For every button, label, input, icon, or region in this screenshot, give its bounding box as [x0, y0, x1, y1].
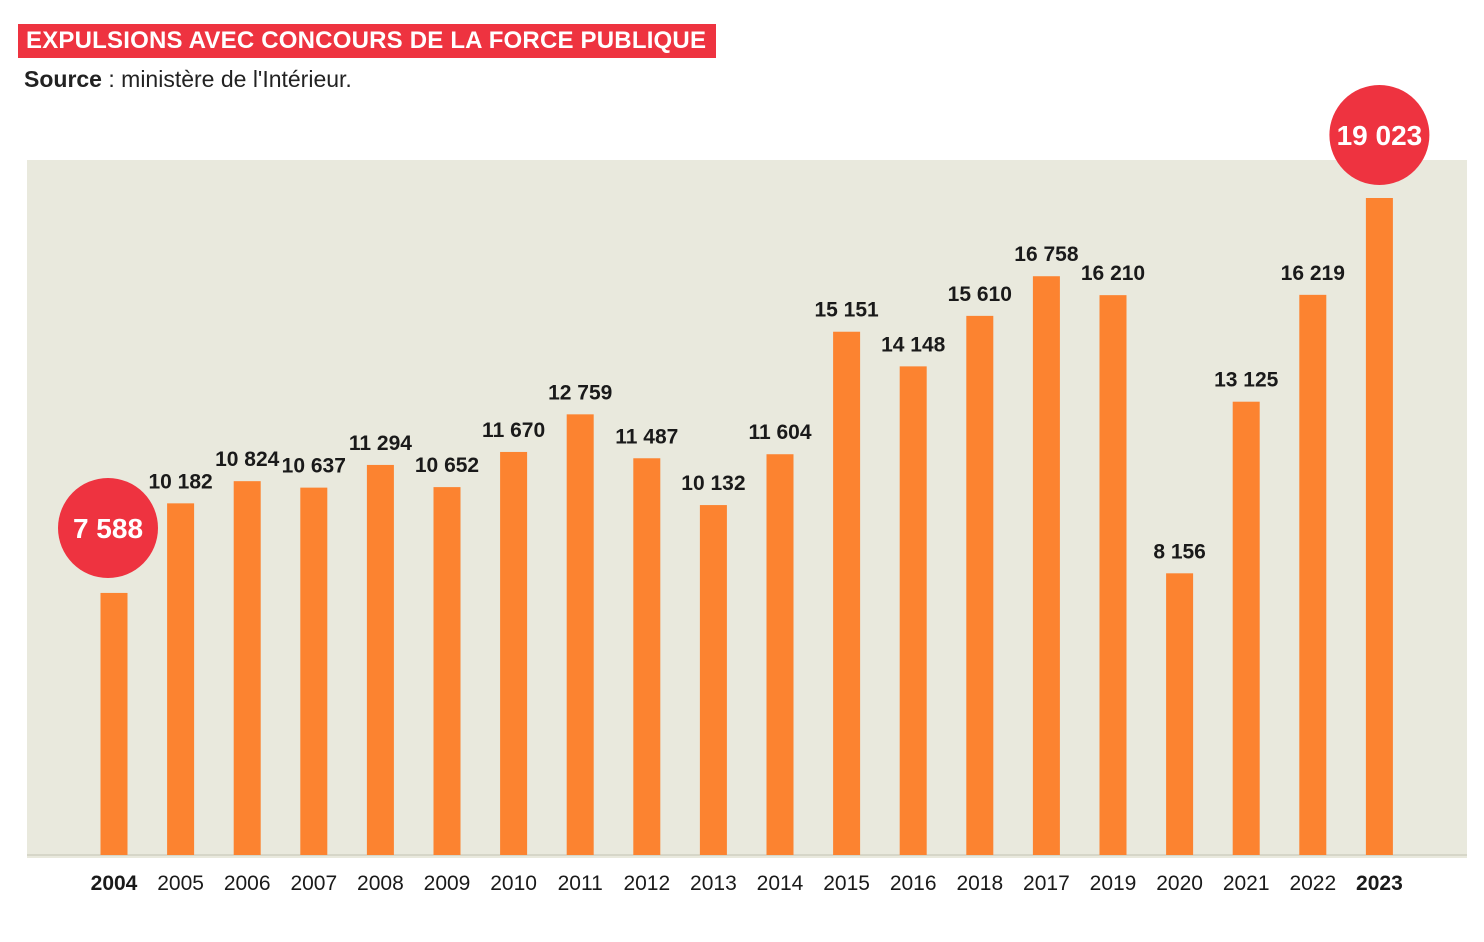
value-label-2021: 13 125 — [1214, 369, 1279, 392]
bar-2022 — [1299, 294, 1327, 855]
source-line: Source : ministère de l'Intérieur. — [24, 66, 352, 93]
x-tick-label-2017: 2017 — [1023, 872, 1070, 895]
value-label-2015: 15 151 — [814, 299, 879, 322]
value-label-2018: 15 610 — [948, 283, 1012, 306]
bar-2010 — [500, 451, 528, 855]
bar-2011 — [566, 414, 594, 855]
value-label-2004: 7 588 — [73, 513, 143, 544]
x-tick-label-2004: 2004 — [91, 872, 138, 895]
x-tick-label-2015: 2015 — [823, 872, 870, 895]
bar-2007 — [300, 487, 328, 855]
value-label-2013: 10 132 — [681, 472, 745, 495]
value-label-2012: 11 487 — [615, 425, 678, 448]
plot-background — [27, 160, 1467, 858]
bar-2004 — [100, 592, 128, 855]
x-tick-label-2018: 2018 — [956, 872, 1003, 895]
bar-2009 — [433, 487, 461, 855]
value-label-2023: 19 023 — [1337, 120, 1423, 151]
highlight-circle-2023 — [1329, 85, 1430, 185]
bar-2005 — [167, 503, 195, 855]
highlight-circle-2004 — [58, 478, 158, 578]
x-tick-label-2019: 2019 — [1090, 872, 1137, 895]
x-tick-label-2006: 2006 — [224, 872, 271, 895]
bar-2021 — [1232, 401, 1260, 855]
value-label-2022: 16 219 — [1281, 262, 1345, 285]
x-tick-label-2022: 2022 — [1289, 872, 1336, 895]
x-tick-label-2020: 2020 — [1156, 872, 1203, 895]
x-tick-label-2007: 2007 — [290, 872, 337, 895]
value-label-2010: 11 670 — [482, 419, 545, 442]
value-label-2016: 14 148 — [881, 333, 946, 356]
bar-2019 — [1099, 295, 1127, 856]
x-tick-label-2008: 2008 — [357, 872, 404, 895]
x-tick-label-2016: 2016 — [890, 872, 937, 895]
source-separator: : — [101, 66, 122, 92]
bar-2017 — [1032, 276, 1060, 855]
value-label-2020: 8 156 — [1153, 540, 1206, 563]
chart-title: EXPULSIONS AVEC CONCOURS DE LA FORCE PUB… — [18, 24, 717, 58]
x-tick-label-2013: 2013 — [690, 872, 737, 895]
bar-2015 — [833, 331, 861, 856]
x-tick-label-2014: 2014 — [757, 872, 804, 895]
x-tick-label-2021: 2021 — [1223, 872, 1270, 895]
value-label-2014: 11 604 — [748, 421, 811, 444]
bar-2012 — [633, 458, 661, 855]
x-tick-label-2005: 2005 — [157, 872, 204, 895]
x-tick-label-2023: 2023 — [1356, 872, 1403, 895]
value-label-2017: 16 758 — [1014, 243, 1079, 266]
value-label-2006: 10 824 — [215, 448, 280, 471]
value-label-2008: 11 294 — [349, 432, 412, 455]
x-tick-label-2009: 2009 — [424, 872, 471, 895]
value-label-2011: 12 759 — [548, 381, 612, 404]
value-label-2009: 10 652 — [415, 454, 479, 477]
bar-2016 — [899, 366, 927, 855]
source-label: Source — [24, 66, 102, 92]
bar-2018 — [966, 315, 994, 855]
x-tick-label-2012: 2012 — [623, 872, 670, 895]
x-tick-label-2010: 2010 — [490, 872, 537, 895]
bar-2023 — [1365, 198, 1393, 855]
bar-2014 — [766, 454, 794, 855]
value-label-2019: 16 210 — [1081, 262, 1145, 285]
bar-2020 — [1166, 573, 1194, 855]
bar-2013 — [699, 505, 727, 855]
bar-2006 — [233, 481, 261, 855]
x-tick-label-2011: 2011 — [558, 872, 603, 895]
bar-2008 — [366, 464, 394, 855]
source-text: ministère de l'Intérieur. — [121, 66, 352, 92]
value-label-2007: 10 637 — [282, 455, 346, 478]
value-label-2005: 10 182 — [148, 470, 212, 493]
